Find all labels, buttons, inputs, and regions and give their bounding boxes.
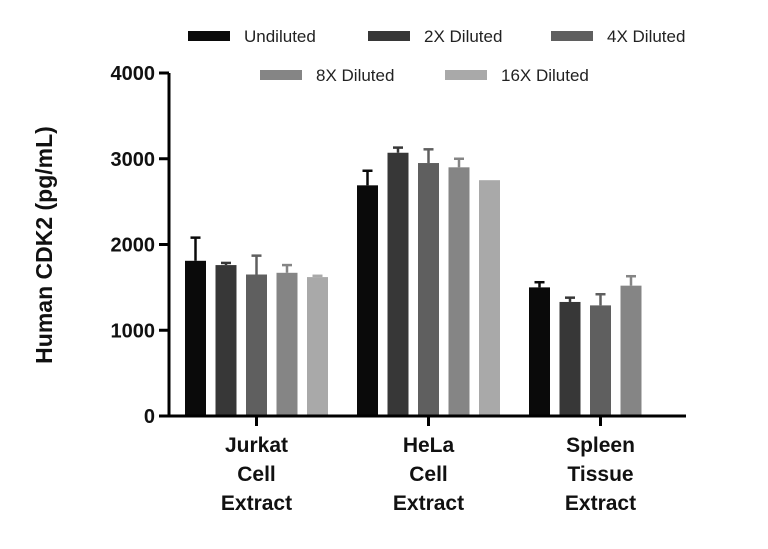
legend-swatch (368, 31, 410, 41)
x-category-label: Cell (237, 463, 276, 486)
legend-item-16x-diluted: 16X Diluted (445, 66, 589, 85)
bar-4x-diluted-jurkat (246, 274, 267, 416)
legend-label: Undiluted (244, 27, 316, 46)
legend-label: 16X Diluted (501, 66, 589, 85)
bar-undiluted-jurkat (185, 260, 206, 416)
x-category-label: Extract (393, 492, 464, 515)
legend: Undiluted 2X Diluted 4X Diluted 8X Diluted 1… (188, 27, 685, 85)
bar-4x-diluted-hela (418, 163, 439, 416)
legend-item-4x-diluted: 4X Diluted (551, 27, 685, 46)
bar-undiluted-hela (357, 185, 378, 416)
bar-16x-diluted-jurkat (307, 277, 328, 416)
x-category-label: Extract (221, 492, 292, 515)
legend-item-undiluted: Undiluted (188, 27, 316, 46)
bar-2x-diluted-spleen (559, 301, 581, 416)
legend-item-8x-diluted: 8X Diluted (260, 66, 394, 85)
legend-label: 2X Diluted (424, 27, 502, 46)
bar-8x-diluted-hela (448, 167, 470, 416)
y-tick-label: 2000 (111, 235, 156, 257)
legend-label: 8X Diluted (316, 66, 394, 85)
legend-label: 4X Diluted (607, 27, 685, 46)
y-tick-label: 0 (144, 406, 155, 428)
bar-undiluted-spleen (529, 287, 550, 416)
x-category-label: Tissue (567, 463, 633, 486)
y-tick-label: 3000 (111, 149, 156, 171)
x-category-label: Cell (409, 463, 448, 486)
bar-16x-diluted-hela (479, 180, 500, 416)
legend-swatch (188, 31, 230, 41)
bar-8x-diluted-spleen (620, 285, 642, 416)
x-category-label: HeLa (403, 434, 455, 457)
legend-swatch (260, 70, 302, 80)
x-category-label: Jurkat (225, 434, 288, 457)
y-tick-label: 4000 (111, 63, 156, 85)
y-axis: 0 1000 2000 3000 4000 (111, 63, 171, 428)
bar-2x-diluted-jurkat (215, 265, 237, 416)
legend-swatch (445, 70, 487, 80)
plot-area (185, 146, 642, 416)
x-category-label: Spleen (566, 434, 635, 457)
x-axis: Jurkat Cell Extract HeLa Cell Extract Spleen Ti… (167, 414, 686, 515)
y-axis-label: Human CDK2 (pg/mL) (31, 126, 57, 364)
bar-8x-diluted-jurkat (276, 272, 298, 416)
x-category-label: Extract (565, 492, 636, 515)
legend-item-2x-diluted: 2X Diluted (368, 27, 502, 46)
y-tick-label: 1000 (111, 320, 156, 342)
legend-swatch (551, 31, 593, 41)
bar-2x-diluted-hela (387, 152, 409, 416)
bar-4x-diluted-spleen (590, 305, 611, 416)
